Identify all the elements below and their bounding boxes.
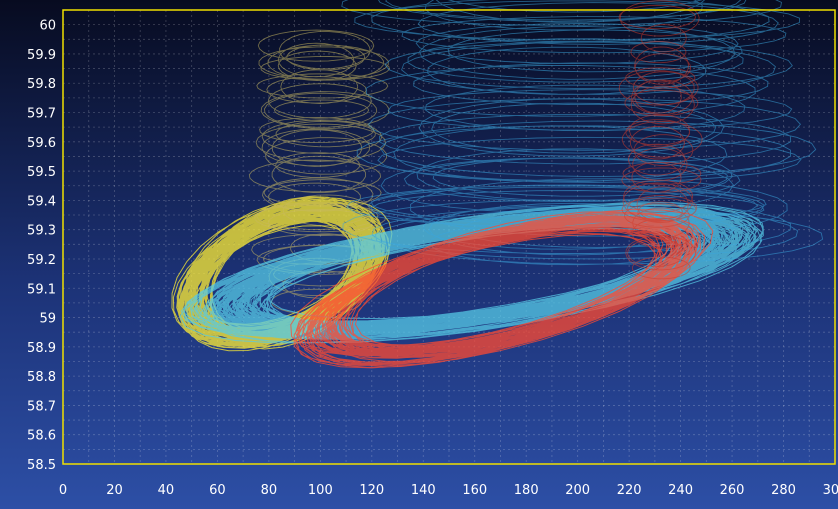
x-tick-label: 120 xyxy=(359,483,384,498)
y-tick-label: 59.5 xyxy=(27,165,56,180)
y-tick-label: 59.7 xyxy=(27,107,56,122)
series-4-trajectory xyxy=(290,209,714,369)
x-tick-label: 180 xyxy=(514,483,539,498)
y-tick-label: 58.6 xyxy=(27,429,56,444)
x-tick-label: 280 xyxy=(771,483,796,498)
x-tick-label: 260 xyxy=(720,483,745,498)
x-tick-label: 300 xyxy=(823,483,838,498)
y-tick-label: 58.9 xyxy=(27,341,56,356)
y-tick-label: 59.1 xyxy=(27,282,56,297)
x-tick-label: 60 xyxy=(209,483,226,498)
x-axis-ticks: 0 20 40 60 80 100 120 140 160 180 200 220 240 260 280 3… xyxy=(59,483,838,498)
y-tick-label: 58.7 xyxy=(27,399,56,414)
y-tick-label: 58.5 xyxy=(27,458,56,473)
x-tick-label: 20 xyxy=(106,483,123,498)
series-5-trajectory xyxy=(618,0,703,280)
x-tick-label: 100 xyxy=(308,483,333,498)
y-tick-label: 58.8 xyxy=(27,370,56,385)
y-tick-label: 59.9 xyxy=(27,48,56,63)
series-1-trajectory xyxy=(248,29,390,315)
y-tick-label: 60 xyxy=(39,19,56,34)
y-axis-ticks: 58.5 58.6 58.7 58.8 58.9 59 59.1 59.2 59.3 59.4 59… xyxy=(27,19,56,473)
x-tick-label: 200 xyxy=(565,483,590,498)
x-tick-label: 0 xyxy=(59,483,67,498)
x-tick-label: 80 xyxy=(261,483,278,498)
y-tick-label: 59 xyxy=(39,312,56,327)
y-tick-label: 59.4 xyxy=(27,194,56,209)
x-tick-label: 160 xyxy=(462,483,487,498)
y-tick-label: 59.2 xyxy=(27,253,56,268)
y-tick-label: 59.8 xyxy=(27,77,56,92)
y-tick-label: 59.3 xyxy=(27,224,56,239)
series-layer xyxy=(171,0,824,369)
y-tick-label: 59.6 xyxy=(27,136,56,151)
x-tick-label: 40 xyxy=(158,483,175,498)
plot-area-border xyxy=(62,9,836,465)
x-tick-label: 220 xyxy=(617,483,642,498)
x-tick-label: 240 xyxy=(668,483,693,498)
x-tick-label: 140 xyxy=(411,483,436,498)
